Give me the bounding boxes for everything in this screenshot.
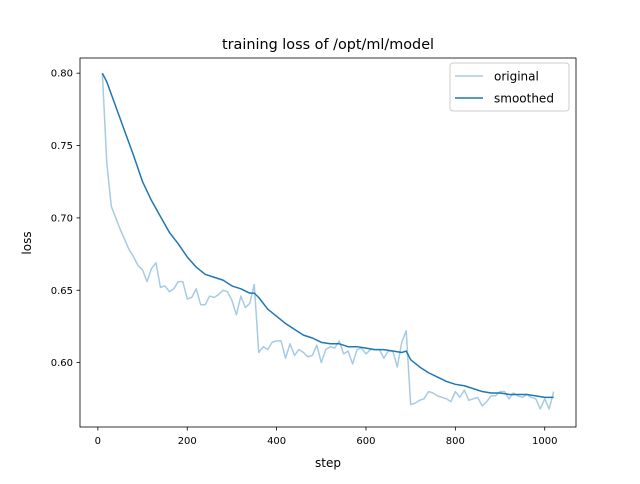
series-line-original bbox=[101, 73, 555, 410]
x-tick-label: 1000 bbox=[532, 436, 557, 447]
x-tick-label: 800 bbox=[446, 436, 465, 447]
x-axis-label: step bbox=[315, 456, 341, 470]
plot-lines bbox=[101, 72, 555, 410]
y-tick-label: 0.80 bbox=[51, 69, 73, 80]
y-axis: 0.60 0.65 0.70 0.75 0.80 bbox=[51, 69, 80, 369]
y-tick-label: 0.65 bbox=[51, 286, 73, 297]
x-tick-label: 600 bbox=[356, 436, 375, 447]
chart-title: training loss of /opt/ml/model bbox=[222, 37, 434, 53]
y-tick-label: 0.60 bbox=[51, 358, 73, 369]
series-line-smoothed bbox=[101, 72, 554, 399]
y-tick-label: 0.70 bbox=[51, 213, 73, 224]
x-tick-label: 0 bbox=[95, 436, 101, 447]
legend-box bbox=[449, 62, 570, 112]
x-tick-label: 200 bbox=[178, 436, 197, 447]
y-axis-label: loss bbox=[20, 231, 34, 254]
plot-frame bbox=[79, 57, 577, 428]
y-tick-label: 0.75 bbox=[51, 141, 73, 152]
legend-label-smoothed: smoothed bbox=[494, 92, 554, 106]
x-axis: 0 200 400 600 800 1000 bbox=[95, 427, 557, 447]
legend-label-original: original bbox=[494, 70, 539, 84]
x-tick-label: 400 bbox=[267, 436, 286, 447]
legend: original smoothed bbox=[449, 62, 570, 112]
